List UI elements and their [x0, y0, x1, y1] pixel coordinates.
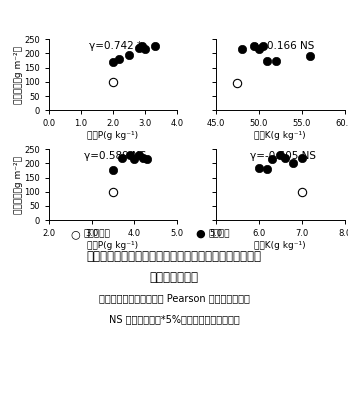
Point [126, 52, 132, 58]
Point [277, 152, 283, 158]
X-axis label: 茎葉P(g kg⁻¹): 茎葉P(g kg⁻¹) [87, 131, 139, 140]
Text: NS 有意差なし　*5%有意水準で有意を表す: NS 有意差なし *5%有意水準で有意を表す [109, 314, 239, 324]
Point [239, 46, 244, 52]
X-axis label: 子実K(g kg⁻¹): 子実K(g kg⁻¹) [254, 241, 306, 250]
Point [110, 189, 116, 195]
Point [252, 42, 257, 49]
Point [110, 167, 116, 174]
X-axis label: 子実P(g kg⁻¹): 子実P(g kg⁻¹) [87, 241, 139, 250]
X-axis label: 茎葉K(g kg⁻¹): 茎葉K(g kg⁻¹) [254, 131, 306, 140]
Text: γ=0.166 NS: γ=0.166 NS [252, 41, 314, 51]
Point [119, 154, 124, 161]
Point [299, 154, 304, 161]
Text: γ=-0.505 NS: γ=-0.505 NS [250, 151, 316, 161]
Point [144, 156, 150, 162]
Text: ●: ● [196, 229, 205, 239]
Point [307, 53, 313, 59]
Point [136, 152, 142, 158]
Point [256, 165, 262, 171]
Text: 堆肥施用: 堆肥施用 [209, 230, 230, 238]
Point [282, 154, 287, 161]
Point [139, 42, 145, 49]
Point [136, 45, 142, 51]
Point [127, 152, 133, 158]
Point [273, 57, 279, 64]
Text: γ=0.589 NS: γ=0.589 NS [85, 151, 147, 161]
Point [290, 160, 296, 167]
Text: 図１　ソバ茎葉および子実中のリン酸、カリウム濃度と: 図１ ソバ茎葉および子実中のリン酸、カリウム濃度と [87, 250, 261, 263]
Point [142, 46, 148, 52]
Y-axis label: 子実収量（g m⁻²）: 子実収量（g m⁻²） [14, 156, 23, 214]
Point [110, 79, 116, 85]
Y-axis label: 子実収量（g m⁻²）: 子実収量（g m⁻²） [14, 46, 23, 104]
Text: 各グラフの上部の数値は Pearson の積率相関係数: 各グラフの上部の数値は Pearson の積率相関係数 [98, 293, 250, 303]
Point [140, 154, 146, 161]
Point [260, 42, 266, 49]
Point [152, 43, 158, 50]
Point [269, 156, 275, 162]
Text: 堆肥無施用: 堆肥無施用 [84, 230, 110, 238]
Text: ○: ○ [70, 229, 80, 239]
Text: γ=0.742 *: γ=0.742 * [89, 41, 142, 51]
Point [256, 46, 262, 52]
Point [110, 59, 116, 65]
Point [235, 80, 240, 86]
Point [132, 156, 137, 162]
Text: 子実収量の関係: 子実収量の関係 [150, 271, 198, 284]
Point [117, 55, 122, 62]
Point [264, 57, 270, 64]
Point [264, 166, 270, 172]
Point [299, 189, 304, 195]
